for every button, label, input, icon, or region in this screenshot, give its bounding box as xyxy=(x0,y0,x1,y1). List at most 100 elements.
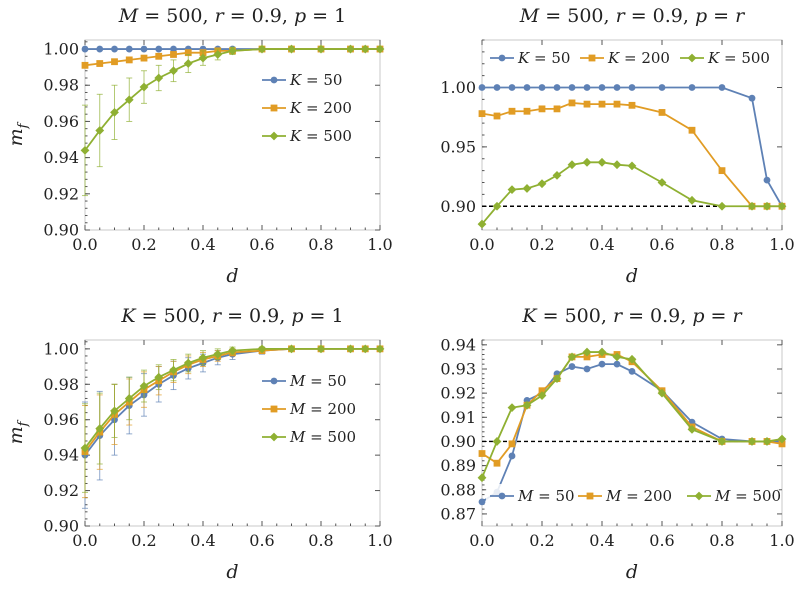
data-point xyxy=(583,365,591,373)
legend-background xyxy=(676,46,772,66)
data-point xyxy=(375,44,385,54)
y-tick-label: 0.98 xyxy=(43,76,79,95)
data-point xyxy=(523,107,531,115)
data-point xyxy=(124,95,134,105)
y-tick-label: 0.94 xyxy=(43,148,79,167)
data-point xyxy=(552,374,562,384)
panel-bottom-left: K = 500, r = 0.9, p = 1 0.90 0.92 0.94 0.96 0… xyxy=(5,305,393,583)
data-point xyxy=(658,84,666,91)
data-point xyxy=(213,349,223,359)
data-point xyxy=(657,388,667,398)
legend-label: M = 500 xyxy=(714,487,781,505)
chart-title: M = 500, r = 0.9, p = 1 xyxy=(118,5,346,27)
data-point xyxy=(552,170,562,180)
legend-marker xyxy=(498,54,506,62)
legend-marker xyxy=(687,53,697,63)
legend-marker xyxy=(269,432,279,442)
series-m-500 xyxy=(80,344,385,493)
x-tick-label: 0.4 xyxy=(589,235,614,254)
data-point xyxy=(81,45,89,53)
data-point xyxy=(478,84,486,91)
legend-marker xyxy=(270,377,278,385)
data-point xyxy=(184,49,192,57)
legend-marker xyxy=(588,54,596,62)
data-point xyxy=(717,437,727,446)
data-point xyxy=(110,406,119,416)
data-point xyxy=(287,44,296,54)
y-tick-label: 1.00 xyxy=(440,78,476,97)
x-tick-label: 1.0 xyxy=(367,531,392,550)
legend-marker xyxy=(269,131,279,141)
legend: M = 50 M = 200 M = 500 xyxy=(254,365,372,449)
data-point xyxy=(140,45,148,53)
y-tick-label: 0.92 xyxy=(440,384,476,403)
data-point xyxy=(169,365,178,375)
data-point xyxy=(777,201,787,211)
panel-bottom-right: K = 500, r = 0.9, p = r 0.87 0.88 0.89 0.90 0… xyxy=(440,305,794,583)
data-point xyxy=(81,61,89,69)
x-tick-label: 0.4 xyxy=(190,235,215,254)
y-tick-label: 0.92 xyxy=(43,184,79,203)
data-point xyxy=(538,84,546,91)
data-point xyxy=(567,352,577,362)
series-k-500 xyxy=(477,157,787,229)
data-point xyxy=(508,452,516,460)
data-point xyxy=(762,437,772,446)
x-tick-label: 0.8 xyxy=(709,235,734,254)
data-point xyxy=(748,94,756,102)
legend-label: K = 500 xyxy=(289,127,352,145)
data-point xyxy=(492,437,502,446)
y-tick-label: 0.96 xyxy=(43,410,79,429)
data-point xyxy=(597,347,607,357)
y-tick-label: 0.94 xyxy=(440,335,476,354)
data-point xyxy=(170,51,177,58)
y-tick-label: 0.90 xyxy=(440,432,476,451)
legend: K = 50 K = 200 K = 500 xyxy=(254,64,372,148)
legend: K = 50 K = 200 K = 500 xyxy=(486,46,772,67)
series-k-200 xyxy=(478,99,786,210)
data-point xyxy=(597,157,607,167)
x-tick-label: 1.0 xyxy=(367,235,392,254)
y-tick-label: 0.89 xyxy=(440,456,476,475)
data-point xyxy=(124,394,134,403)
legend-marker xyxy=(694,491,704,501)
data-point xyxy=(537,179,547,189)
legend-marker xyxy=(498,492,506,500)
x-tick-label: 0.0 xyxy=(469,531,494,550)
x-axis-label: d xyxy=(226,561,238,583)
data-point xyxy=(507,403,517,413)
legend: M = 50 M = 200 M = 500 xyxy=(486,484,781,505)
legend-label: K = 200 xyxy=(289,99,352,117)
data-point xyxy=(155,45,163,53)
data-point xyxy=(140,54,148,62)
data-point xyxy=(477,473,487,483)
x-tick-label: 0.6 xyxy=(649,235,674,254)
x-tick-label: 1.0 xyxy=(769,531,794,550)
data-point xyxy=(657,178,667,187)
data-point xyxy=(316,44,326,54)
y-tick-label: 0.96 xyxy=(43,112,79,131)
legend-background xyxy=(486,484,570,504)
x-tick-label: 1.0 xyxy=(769,235,794,254)
data-point xyxy=(154,372,164,382)
x-tick-label: 0.2 xyxy=(131,531,156,550)
data-point xyxy=(477,219,487,229)
legend-label: K = 200 xyxy=(607,49,670,67)
data-point xyxy=(523,84,531,91)
data-point xyxy=(658,109,666,116)
data-point xyxy=(687,424,697,434)
x-tick-label: 0.4 xyxy=(589,531,614,550)
data-point xyxy=(747,437,757,446)
x-tick-label: 0.8 xyxy=(308,531,333,550)
data-point xyxy=(111,58,118,66)
data-point xyxy=(627,161,637,171)
y-tick-label: 1.00 xyxy=(43,40,79,59)
data-point xyxy=(478,498,486,506)
x-tick-label: 0.2 xyxy=(529,531,554,550)
data-point xyxy=(96,45,104,53)
y-tick-label: 0.92 xyxy=(43,481,79,500)
y-axis-label: mf xyxy=(5,121,31,146)
legend-label: K = 500 xyxy=(707,49,770,67)
data-point xyxy=(598,84,606,91)
series-line xyxy=(481,363,782,503)
